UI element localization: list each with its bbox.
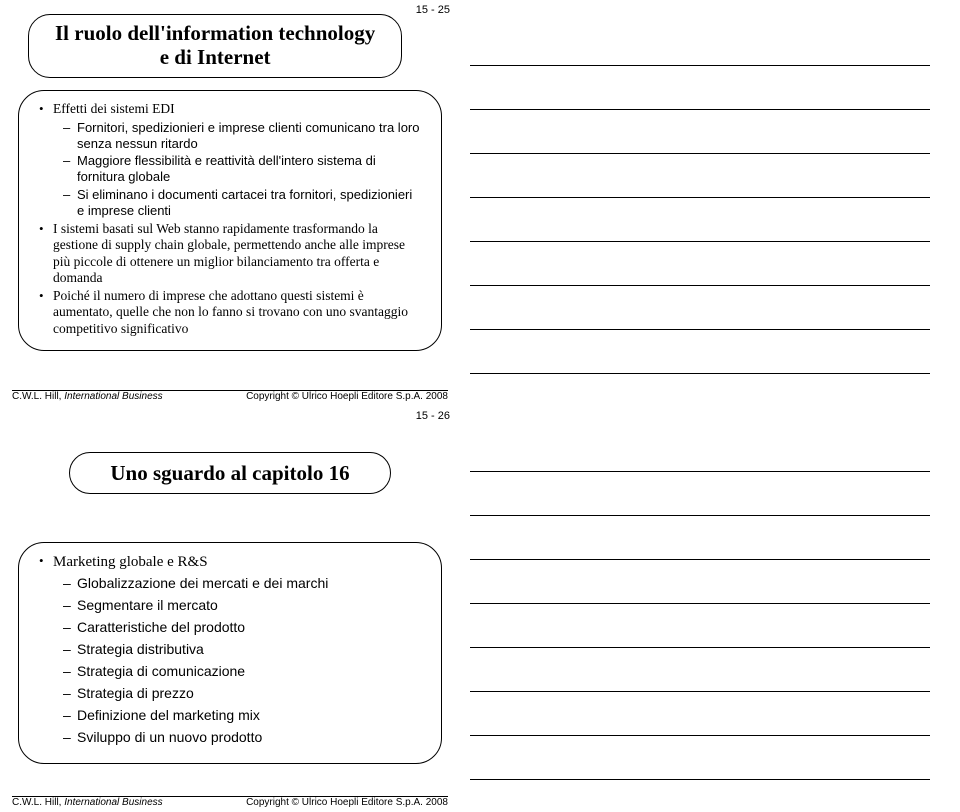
slide-2: 15 - 26 Uno sguardo al capitolo 16 Marke… <box>0 406 460 812</box>
footer-left-2: C.W.L. Hill, International Business <box>12 797 163 808</box>
note-line <box>470 66 930 110</box>
note-line <box>470 110 930 154</box>
notes-panel-2 <box>460 406 960 812</box>
sub-item: Caratteristiche del prodotto <box>53 619 423 636</box>
title-1-line1: Il ruolo dell'information technology <box>55 21 375 45</box>
bullet-list-1: Effetti dei sistemi EDI Fornitori, spedi… <box>37 101 423 337</box>
bullet-item: Poiché il numero di imprese che adottano… <box>37 288 423 337</box>
slide-1: 15 - 25 Il ruolo dell'information techno… <box>0 0 460 406</box>
sub-item: Strategia di prezzo <box>53 685 423 702</box>
note-line <box>470 22 930 66</box>
note-line <box>470 648 930 692</box>
sub-item: Si eliminano i documenti cartacei tra fo… <box>53 187 423 219</box>
footer-right-2: Copyright © Ulrico Hoepli Editore S.p.A.… <box>246 797 448 808</box>
page-number-2: 15 - 26 <box>416 410 450 422</box>
slide-row-2: 15 - 26 Uno sguardo al capitolo 16 Marke… <box>0 406 960 812</box>
sub-item: Definizione del marketing mix <box>53 707 423 724</box>
note-line <box>470 154 930 198</box>
note-line <box>470 604 930 648</box>
sub-list: Fornitori, spedizionieri e imprese clien… <box>53 120 423 219</box>
note-line <box>470 516 930 560</box>
note-line <box>470 472 930 516</box>
footer-author: C.W.L. Hill, <box>12 391 64 402</box>
sub-list: Globalizzazione dei mercati e dei marchi… <box>53 575 423 747</box>
footer-author: C.W.L. Hill, <box>12 797 64 808</box>
note-line <box>470 692 930 736</box>
content-box-2: Marketing globale e R&S Globalizzazione … <box>18 542 442 764</box>
note-line <box>470 560 930 604</box>
note-line <box>470 330 930 374</box>
bullet-text: Poiché il numero di imprese che adottano… <box>53 288 408 336</box>
sub-item: Globalizzazione dei mercati e dei marchi <box>53 575 423 592</box>
title-box-1: Il ruolo dell'information technology e d… <box>28 14 402 78</box>
sub-item: Strategia distributiva <box>53 641 423 658</box>
sub-item: Strategia di comunicazione <box>53 663 423 680</box>
bullet-text: I sistemi basati sul Web stanno rapidame… <box>53 221 405 285</box>
note-line <box>470 242 930 286</box>
bullet-item: I sistemi basati sul Web stanno rapidame… <box>37 221 423 287</box>
footer-1: C.W.L. Hill, International Business Copy… <box>12 390 448 402</box>
note-line <box>470 736 930 780</box>
title-box-2: Uno sguardo al capitolo 16 <box>69 452 390 494</box>
footer-book: International Business <box>64 391 162 402</box>
note-line <box>470 198 930 242</box>
bullet-text: Marketing globale e R&S <box>53 554 208 570</box>
note-line <box>470 428 930 472</box>
bullet-item: Marketing globale e R&S Globalizzazione … <box>37 553 423 746</box>
bullet-list-2: Marketing globale e R&S Globalizzazione … <box>37 553 423 746</box>
bullet-item: Effetti dei sistemi EDI Fornitori, spedi… <box>37 101 423 219</box>
sub-item: Maggiore flessibilità e reattività dell'… <box>53 153 423 185</box>
footer-right-1: Copyright © Ulrico Hoepli Editore S.p.A.… <box>246 391 448 402</box>
sub-item: Sviluppo di un nuovo prodotto <box>53 729 423 746</box>
sub-item: Segmentare il mercato <box>53 597 423 614</box>
footer-left-1: C.W.L. Hill, International Business <box>12 391 163 402</box>
page-number-1: 15 - 25 <box>416 4 450 16</box>
slide-row-1: 15 - 25 Il ruolo dell'information techno… <box>0 0 960 406</box>
title-2: Uno sguardo al capitolo 16 <box>110 461 349 485</box>
note-line <box>470 286 930 330</box>
footer-2: C.W.L. Hill, International Business Copy… <box>12 796 448 808</box>
content-box-1: Effetti dei sistemi EDI Fornitori, spedi… <box>18 90 442 351</box>
footer-book: International Business <box>64 797 162 808</box>
bullet-text: Effetti dei sistemi EDI <box>53 101 175 116</box>
notes-panel-1 <box>460 0 960 406</box>
title-1-line2: e di Internet <box>55 45 375 69</box>
sub-item: Fornitori, spedizionieri e imprese clien… <box>53 120 423 152</box>
